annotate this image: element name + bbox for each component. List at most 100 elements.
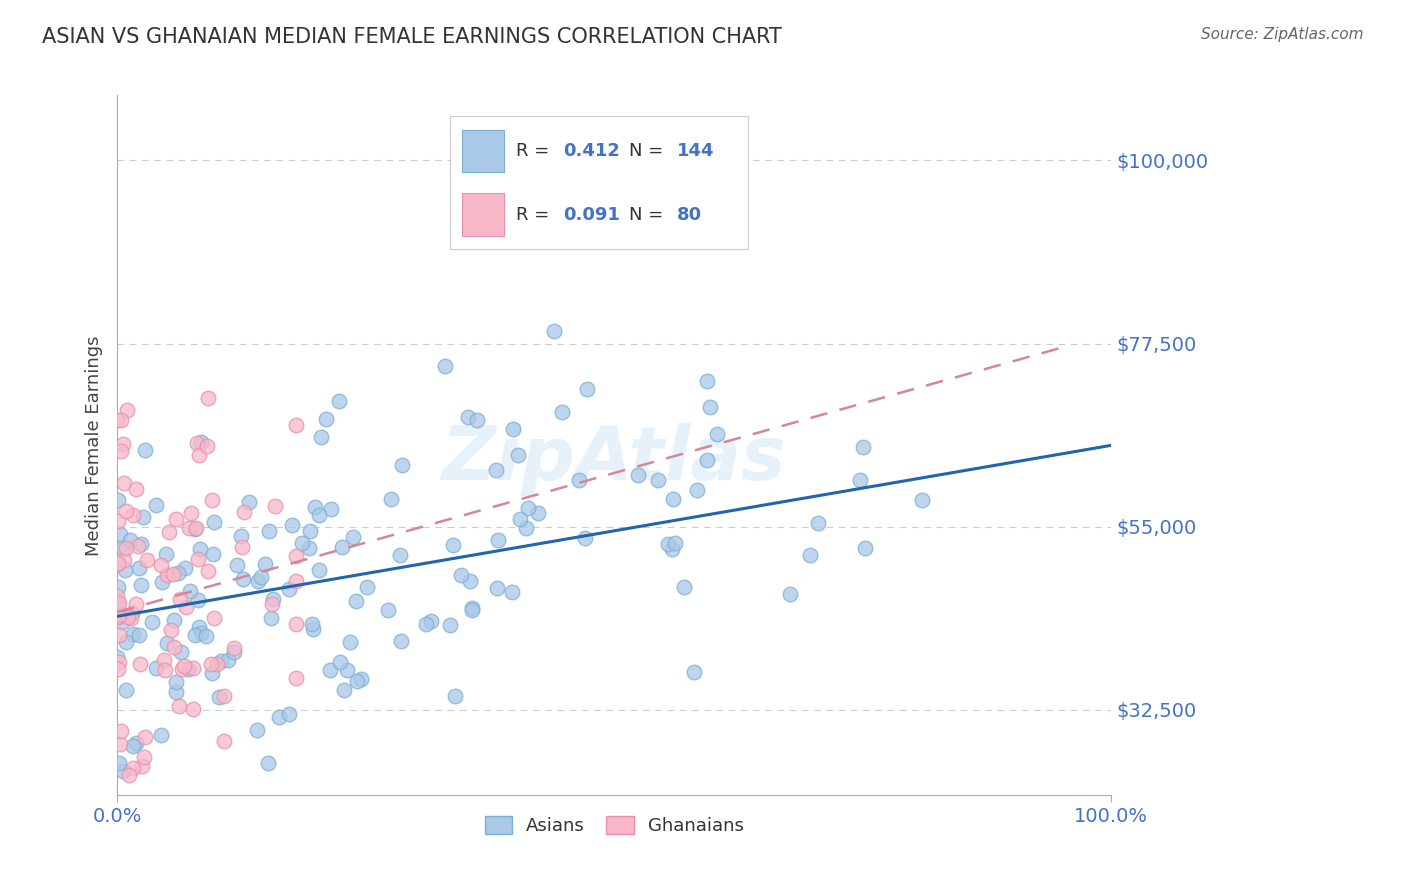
Point — [179, 584, 201, 599]
Point — [486, 533, 509, 547]
Point — [699, 401, 721, 415]
Point — [285, 672, 308, 686]
Point — [302, 622, 325, 636]
Point — [662, 491, 685, 506]
Point — [197, 392, 219, 406]
Point — [657, 537, 679, 551]
Point — [170, 645, 193, 659]
Point — [686, 483, 709, 497]
Point — [231, 540, 253, 554]
Point — [575, 382, 598, 396]
Point — [696, 452, 718, 467]
Point — [849, 473, 872, 487]
Point — [149, 558, 172, 572]
Point — [107, 609, 129, 624]
Point — [339, 635, 361, 649]
Point — [135, 805, 157, 819]
Point — [125, 597, 148, 611]
Point — [127, 539, 149, 553]
Point — [458, 574, 481, 588]
Point — [108, 527, 131, 541]
Point — [131, 578, 153, 592]
Point — [128, 561, 150, 575]
Point — [285, 417, 308, 432]
Point — [309, 429, 332, 443]
Point — [224, 645, 246, 659]
Point — [433, 359, 456, 373]
Point — [108, 805, 131, 819]
Point — [226, 558, 249, 572]
Point — [460, 601, 482, 615]
Point — [389, 548, 412, 562]
Point — [173, 658, 195, 673]
Point — [222, 641, 245, 656]
Point — [174, 599, 197, 614]
Point — [672, 580, 695, 594]
Point — [110, 724, 132, 739]
Point — [163, 640, 186, 654]
Point — [683, 665, 706, 679]
Point — [118, 533, 141, 547]
Point — [180, 507, 202, 521]
Point — [170, 662, 193, 676]
Point — [281, 518, 304, 533]
Point — [253, 558, 276, 572]
Point — [117, 768, 139, 782]
Point — [135, 552, 157, 566]
Point — [342, 530, 364, 544]
Point — [329, 655, 352, 669]
Point — [807, 516, 830, 530]
Point — [122, 739, 145, 753]
Text: ZipAtlas: ZipAtlas — [441, 423, 786, 496]
Point — [165, 512, 187, 526]
Point — [304, 500, 326, 514]
Point — [167, 699, 190, 714]
Point — [346, 673, 368, 688]
Point — [333, 682, 356, 697]
Point — [186, 435, 208, 450]
Point — [344, 593, 367, 607]
Point — [195, 629, 218, 643]
Point — [267, 710, 290, 724]
Point — [129, 537, 152, 551]
Point — [112, 764, 135, 778]
Point — [574, 531, 596, 545]
Point — [308, 563, 330, 577]
Point — [209, 654, 232, 668]
Point — [527, 506, 550, 520]
Point — [145, 661, 167, 675]
Point — [114, 541, 136, 555]
Point — [145, 498, 167, 512]
Text: Source: ZipAtlas.com: Source: ZipAtlas.com — [1201, 27, 1364, 42]
Point — [285, 574, 308, 588]
Point — [201, 665, 224, 680]
Point — [285, 549, 308, 563]
Point — [149, 728, 172, 742]
Point — [298, 541, 321, 556]
Point — [107, 581, 129, 595]
Point — [107, 662, 129, 676]
Point — [231, 529, 253, 543]
Point — [779, 586, 801, 600]
Point — [177, 662, 200, 676]
Point — [278, 707, 301, 722]
Point — [111, 437, 134, 451]
Point — [188, 542, 211, 557]
Point — [217, 653, 239, 667]
Point — [115, 504, 138, 518]
Point — [141, 615, 163, 629]
Point — [134, 730, 156, 744]
Point — [139, 796, 162, 810]
Point — [202, 611, 225, 625]
Point — [107, 492, 129, 507]
Point — [853, 541, 876, 556]
Point — [465, 413, 488, 427]
Point — [277, 582, 299, 597]
Point — [160, 623, 183, 637]
Point — [125, 482, 148, 496]
Point — [105, 557, 128, 571]
Point — [107, 514, 129, 528]
Point — [260, 598, 283, 612]
Point — [661, 542, 683, 557]
Point — [389, 634, 412, 648]
